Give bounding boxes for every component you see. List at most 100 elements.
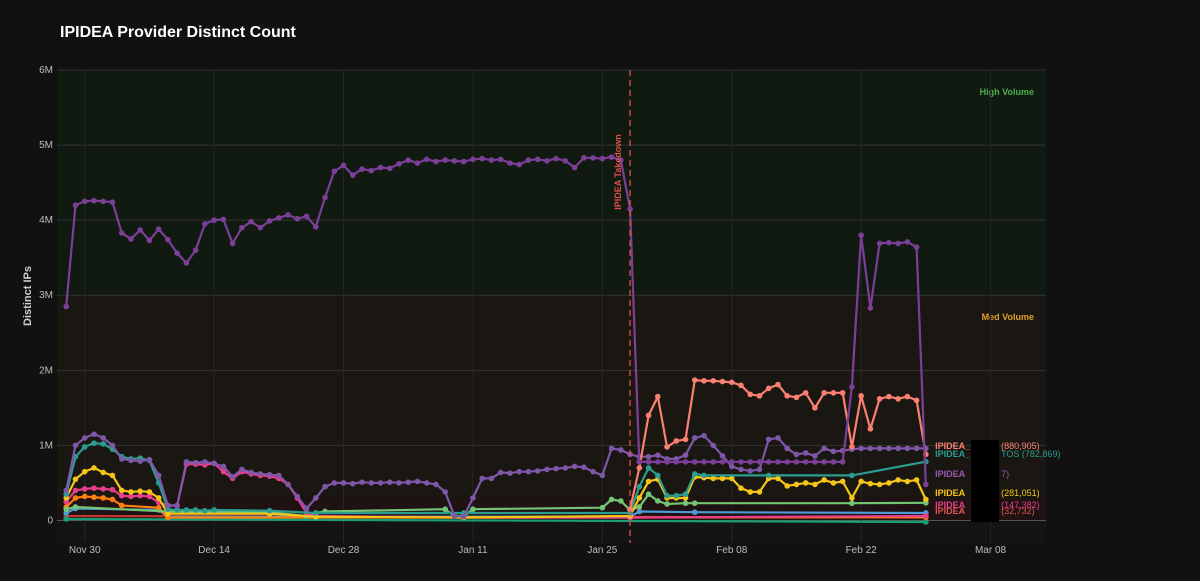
data-point <box>63 506 70 513</box>
y-tick-label: 3M <box>39 290 53 301</box>
data-point <box>728 379 735 386</box>
data-point <box>414 160 421 166</box>
data-point <box>433 481 439 488</box>
data-point <box>701 432 707 439</box>
data-point <box>645 465 652 471</box>
data-point <box>183 459 190 465</box>
data-point <box>118 487 125 494</box>
series-end-value: TOS (782,869) <box>1001 449 1060 459</box>
data-point <box>266 218 273 224</box>
data-point <box>497 156 504 163</box>
x-tick-label: Dec 28 <box>328 545 360 556</box>
x-tick-label: Jan 11 <box>458 545 488 556</box>
data-point <box>72 202 79 208</box>
x-tick-label: Dec 14 <box>198 545 230 556</box>
data-point <box>830 448 837 455</box>
data-point <box>664 444 670 450</box>
data-point <box>784 459 790 465</box>
y-tick-label: 4M <box>39 215 53 226</box>
data-point <box>719 459 726 465</box>
data-point <box>211 460 217 467</box>
series-end-value: (281,051) <box>1001 488 1040 498</box>
data-point <box>460 513 467 520</box>
y-tick-label: 0 <box>47 515 53 526</box>
data-point <box>691 459 698 465</box>
data-point <box>63 516 70 522</box>
data-point <box>719 475 726 482</box>
data-point <box>812 459 818 465</box>
data-point <box>109 199 116 205</box>
data-point <box>146 489 153 495</box>
data-point <box>793 451 800 458</box>
data-point <box>220 463 227 470</box>
data-point <box>386 165 393 172</box>
data-point <box>645 478 652 485</box>
y-tick-label: 1M <box>39 440 53 451</box>
data-point <box>442 157 449 163</box>
series-end-label: IPIDEA <box>935 469 966 479</box>
data-point <box>534 156 541 163</box>
data-point <box>664 459 670 465</box>
data-point <box>904 478 911 485</box>
data-point <box>91 440 97 446</box>
data-point <box>821 477 827 483</box>
data-point <box>636 465 643 471</box>
data-point <box>691 435 698 441</box>
data-point <box>821 390 827 396</box>
data-point <box>682 500 689 507</box>
data-point <box>913 244 920 250</box>
data-point <box>812 453 818 459</box>
data-point <box>100 441 107 447</box>
data-point <box>571 463 578 470</box>
data-point <box>81 486 88 492</box>
data-point <box>497 469 504 476</box>
data-point <box>728 475 735 482</box>
y-tick-label: 6M <box>39 65 53 76</box>
data-point <box>802 390 809 396</box>
takedown-label: IPIDEA Takedown <box>613 134 623 210</box>
data-point <box>396 161 402 167</box>
data-point <box>858 445 864 452</box>
data-point <box>72 487 79 494</box>
data-point <box>303 505 310 512</box>
data-point <box>645 453 652 460</box>
data-point <box>155 495 162 501</box>
data-point <box>81 435 88 441</box>
data-point <box>821 459 827 465</box>
data-point <box>442 506 449 513</box>
data-point <box>775 435 781 441</box>
data-point <box>775 459 781 465</box>
data-point <box>608 154 615 160</box>
data-point <box>913 445 920 452</box>
data-point <box>405 157 412 163</box>
data-point <box>784 483 790 489</box>
data-point <box>886 239 892 246</box>
data-point <box>294 493 301 500</box>
series-end-label: IPIDEA <box>935 488 966 498</box>
data-point <box>636 459 643 465</box>
x-tick-label: Nov 30 <box>69 545 101 556</box>
data-point <box>91 485 97 491</box>
data-point <box>682 491 689 497</box>
data-point <box>276 215 282 221</box>
series-line-0 <box>65 156 927 485</box>
data-point <box>784 393 790 399</box>
data-point <box>858 232 864 238</box>
data-point <box>895 477 901 483</box>
data-point <box>72 442 79 449</box>
data-point <box>738 459 744 465</box>
data-point <box>165 502 171 509</box>
series-end-label: IPIDEA <box>935 500 966 510</box>
data-point <box>544 158 550 164</box>
data-point <box>479 155 485 162</box>
data-point <box>728 463 735 470</box>
data-point <box>146 493 153 500</box>
data-point <box>812 481 818 488</box>
data-point <box>904 445 911 452</box>
data-point <box>488 475 495 482</box>
data-point <box>858 393 864 399</box>
data-point <box>81 468 88 475</box>
data-point <box>673 459 680 465</box>
data-point <box>673 492 680 499</box>
